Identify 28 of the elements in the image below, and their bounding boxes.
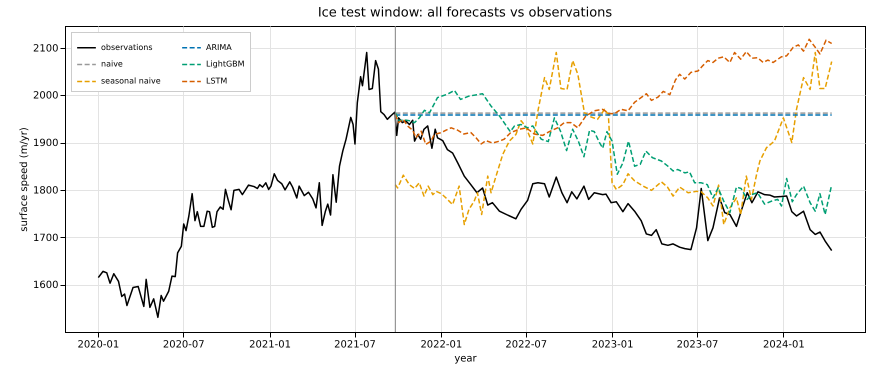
y-tick-label: 1700 xyxy=(33,232,58,244)
y-tick-label: 1900 xyxy=(33,138,58,150)
y-axis-title: surface speed (m/yr) xyxy=(19,127,30,232)
legend-label: LSTM xyxy=(206,76,228,86)
line-series xyxy=(394,90,832,216)
y-tick-label: 2000 xyxy=(33,90,58,102)
y-tick-label: 2100 xyxy=(33,43,58,54)
y-tick-label: 1800 xyxy=(33,185,58,196)
x-tick-label: 2023-01 xyxy=(592,340,634,350)
x-tick-label: 2022-07 xyxy=(505,340,548,350)
x-tick-label: 2023-07 xyxy=(676,340,718,350)
legend-label: naive xyxy=(101,60,123,68)
x-tick-label: 2021-07 xyxy=(334,340,376,350)
y-tick-label: 1600 xyxy=(33,280,58,292)
legend-label: observations xyxy=(101,42,152,52)
legend-label: LightGBM xyxy=(206,60,245,68)
x-axis-title: year xyxy=(454,354,478,364)
x-tick-label: 2024-01 xyxy=(762,340,805,350)
legend-label: seasonal naive xyxy=(101,76,161,86)
x-tick-label: 2020-01 xyxy=(77,340,120,350)
x-tick-label: 2020-07 xyxy=(162,340,205,350)
line-series xyxy=(394,38,832,146)
x-tick-label: 2022-01 xyxy=(420,340,462,350)
line-series xyxy=(394,52,832,226)
legend-label: ARIMA xyxy=(206,42,232,52)
chart-title: Ice test window: all forecasts vs observations xyxy=(318,6,612,20)
line-series xyxy=(98,52,832,318)
x-tick-label: 2021-01 xyxy=(249,340,291,350)
